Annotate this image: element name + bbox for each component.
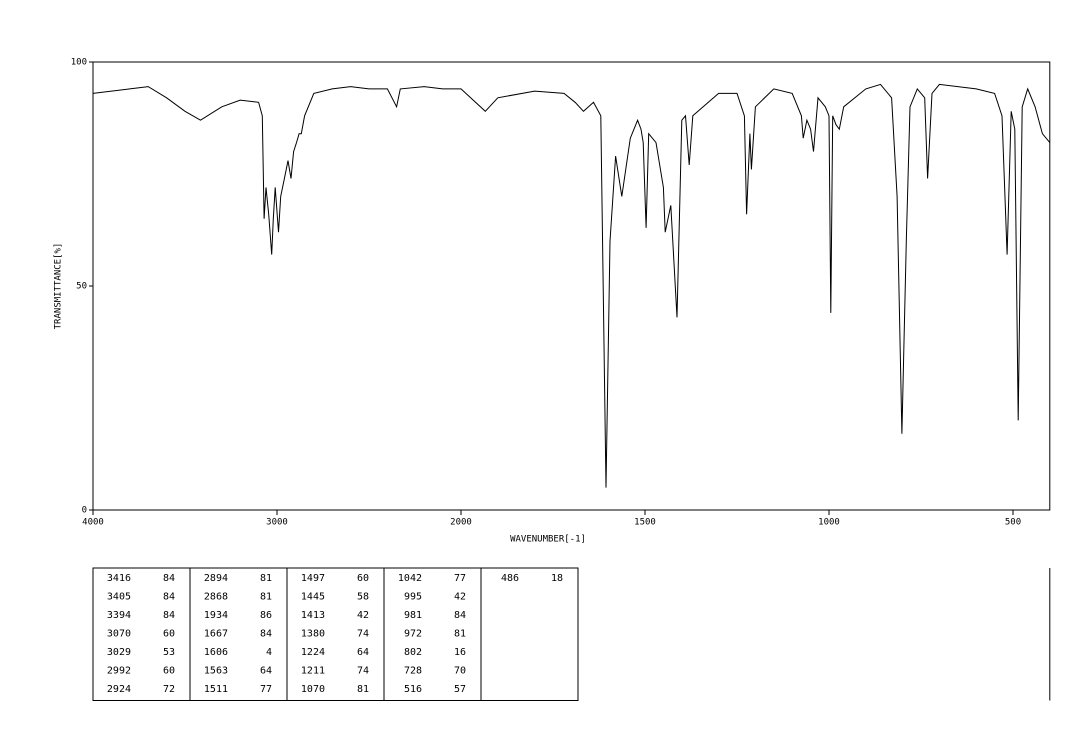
peak-transmittance: 60	[163, 629, 175, 640]
peak-wavenumber: 3029	[107, 647, 131, 658]
peak-wavenumber: 516	[404, 684, 422, 695]
y-tick-label: 100	[71, 58, 87, 68]
y-tick-label: 50	[76, 282, 87, 292]
peak-transmittance: 57	[454, 684, 466, 695]
peak-wavenumber: 1563	[204, 666, 228, 677]
peak-wavenumber: 3394	[107, 610, 131, 621]
peak-wavenumber: 1380	[301, 629, 325, 640]
peak-wavenumber: 972	[404, 629, 422, 640]
table-frame	[92, 567, 579, 701]
peak-transmittance: 42	[454, 592, 466, 603]
peak-wavenumber: 2924	[107, 684, 131, 695]
plot-frame	[92, 61, 1051, 511]
y-axis-label: TRANSMITTANCE[%]	[54, 243, 64, 330]
peak-wavenumber: 1070	[301, 684, 325, 695]
peak-wavenumber: 995	[404, 592, 422, 603]
peak-transmittance: 53	[163, 647, 175, 658]
peak-wavenumber: 2894	[204, 573, 228, 584]
peak-transmittance: 86	[260, 610, 272, 621]
peak-transmittance: 16	[454, 647, 466, 658]
peak-wavenumber: 1445	[301, 592, 325, 603]
peak-transmittance: 70	[454, 666, 466, 677]
peak-transmittance: 58	[357, 592, 369, 603]
peak-wavenumber: 1413	[301, 610, 325, 621]
peak-transmittance: 84	[163, 592, 175, 603]
peak-transmittance: 42	[357, 610, 369, 621]
spectrum-line	[92, 83, 1051, 488]
x-tick-label: 1500	[634, 518, 656, 528]
peak-wavenumber: 728	[404, 666, 422, 677]
peak-wavenumber: 1497	[301, 573, 325, 584]
peak-transmittance: 81	[357, 684, 369, 695]
peak-wavenumber: 3416	[107, 573, 131, 584]
x-tick-label: 500	[1005, 518, 1021, 528]
peak-transmittance: 81	[454, 629, 466, 640]
peak-transmittance: 84	[454, 610, 466, 621]
peak-transmittance: 81	[260, 592, 272, 603]
peak-transmittance: 74	[357, 666, 369, 677]
peak-wavenumber: 486	[501, 573, 519, 584]
peak-wavenumber: 802	[404, 647, 422, 658]
peak-transmittance: 60	[163, 666, 175, 677]
peak-transmittance: 60	[357, 573, 369, 584]
peak-wavenumber: 1042	[398, 573, 422, 584]
peak-wavenumber: 1667	[204, 629, 228, 640]
x-tick-label: 2000	[450, 518, 472, 528]
peak-wavenumber: 3405	[107, 592, 131, 603]
peak-transmittance: 18	[551, 573, 563, 584]
peak-wavenumber: 3070	[107, 629, 131, 640]
x-tick-label: 1000	[818, 518, 840, 528]
x-axis-label: WAVENUMBER[-1]	[510, 535, 586, 545]
peak-wavenumber: 1511	[204, 684, 228, 695]
peak-transmittance: 64	[357, 647, 369, 658]
peak-transmittance: 74	[357, 629, 369, 640]
peak-wavenumber: 1606	[204, 647, 228, 658]
peak-transmittance: 81	[260, 573, 272, 584]
peak-transmittance: 84	[163, 573, 175, 584]
peak-wavenumber: 981	[404, 610, 422, 621]
peak-transmittance: 84	[163, 610, 175, 621]
peak-transmittance: 77	[454, 573, 466, 584]
x-tick-label: 4000	[82, 518, 104, 528]
peak-transmittance: 64	[260, 666, 272, 677]
peak-wavenumber: 1211	[301, 666, 325, 677]
x-tick-label: 3000	[266, 518, 288, 528]
peak-transmittance: 72	[163, 684, 175, 695]
peak-transmittance: 4	[266, 647, 272, 658]
y-tick-label: 0	[82, 506, 87, 516]
peak-wavenumber: 2992	[107, 666, 131, 677]
peak-transmittance: 84	[260, 629, 272, 640]
peak-transmittance: 77	[260, 684, 272, 695]
peak-wavenumber: 2868	[204, 592, 228, 603]
peak-wavenumber: 1934	[204, 610, 228, 621]
peak-wavenumber: 1224	[301, 647, 325, 658]
